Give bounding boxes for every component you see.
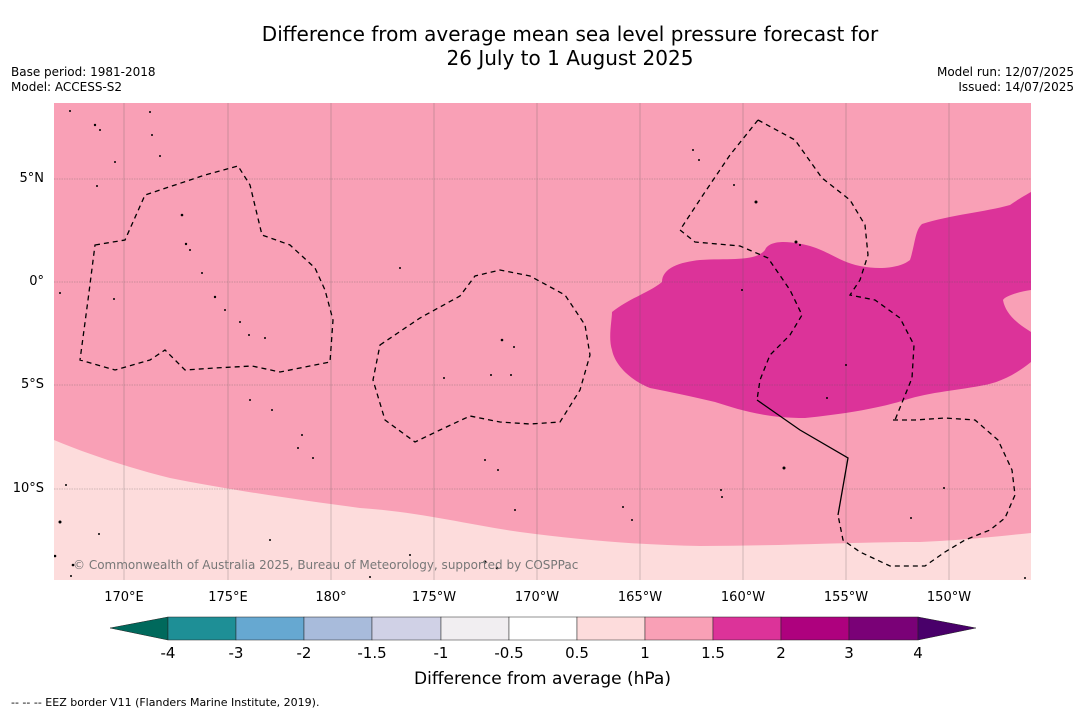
lat-label-0: 0°: [29, 274, 44, 289]
lon-label-150w: 150°W: [926, 590, 972, 605]
colorbar-tick-label: 1: [640, 644, 650, 662]
eez-line-islands-west: [679, 119, 803, 401]
colorbar-title: Difference from average (hPa): [414, 669, 671, 689]
lat-label-5n: 5°N: [19, 171, 45, 186]
colorbar-segment-8: [644, 616, 714, 641]
colorbar-tick-label: 3: [844, 644, 854, 662]
colorbar-segment-7: [576, 616, 646, 641]
lon-label-160w: 160°W: [720, 590, 766, 605]
eez-line-islands-north: [757, 119, 915, 421]
colorbar-tick-label: 0.5: [565, 644, 589, 662]
lon-label-180: 180°: [315, 590, 347, 605]
colorbar-segment-10: [780, 616, 850, 641]
base-period-label: Base period: 1981-2018: [11, 65, 156, 79]
colorbar-tick-label: -1: [433, 644, 449, 662]
lon-label-170w: 170°W: [514, 590, 560, 605]
eez-legend: -- -- -- EEZ border V11 (Flanders Marine…: [11, 696, 320, 709]
lon-label-155w: 155°W: [823, 590, 869, 605]
eez-borders: [79, 119, 1016, 567]
colorbar-tick-label: 2: [776, 644, 786, 662]
colorbar-segment-9: [712, 616, 782, 641]
lon-label-165w: 165°W: [617, 590, 663, 605]
eez-south-east: [837, 417, 1016, 567]
chart-title-line2: 26 July to 1 August 2025: [446, 46, 694, 70]
colorbar-segment-3: [303, 616, 373, 641]
colorbar-segment-5: [440, 616, 510, 641]
colorbar-segment-6: [508, 616, 578, 641]
lat-label-10s: 10°S: [12, 481, 44, 496]
lon-label-175w: 175°W: [411, 590, 457, 605]
map-plot-area: [54, 103, 1031, 580]
model-run-label: Model run: 12/07/2025: [936, 65, 1074, 79]
colorbar: [109, 616, 977, 641]
issued-label: Issued: 14/07/2025: [958, 80, 1074, 94]
colorbar-under-arrow: [109, 616, 169, 641]
boundary-line: [756, 399, 849, 516]
eez-tokelau-region: [372, 269, 591, 443]
colorbar-tick-label: -1.5: [357, 644, 387, 662]
colorbar-segment-11: [848, 616, 919, 641]
copyright-notice: © Commonwealth of Australia 2025, Bureau…: [73, 558, 579, 572]
region-1.5-to-2: [610, 192, 1031, 418]
colorbar-tick-label: 4: [913, 644, 923, 662]
islands: [54, 110, 1026, 579]
colorbar-segment-2: [235, 616, 305, 641]
colorbar-tick-label: 1.5: [701, 644, 725, 662]
colorbar-segment-1: [167, 616, 237, 641]
colorbar-tick-label: -0.5: [494, 644, 524, 662]
model-label: Model: ACCESS-S2: [11, 80, 123, 94]
lon-label-170e: 170°E: [104, 590, 144, 605]
colorbar-over-arrow: [917, 616, 977, 641]
colorbar-tick-label: -3: [228, 644, 244, 662]
eez-tuvalu-kiribati-west: [79, 165, 334, 373]
lat-label-5s: 5°S: [20, 377, 44, 392]
colorbar-tick-label: -2: [296, 644, 312, 662]
lon-label-175e: 175°E: [208, 590, 248, 605]
chart-title-line1: Difference from average mean sea level p…: [261, 22, 879, 46]
colorbar-segment-4: [371, 616, 442, 641]
region-0.5-to-1: [54, 440, 1031, 580]
colorbar-tick-label: -4: [160, 644, 176, 662]
graticule: [54, 103, 1031, 580]
